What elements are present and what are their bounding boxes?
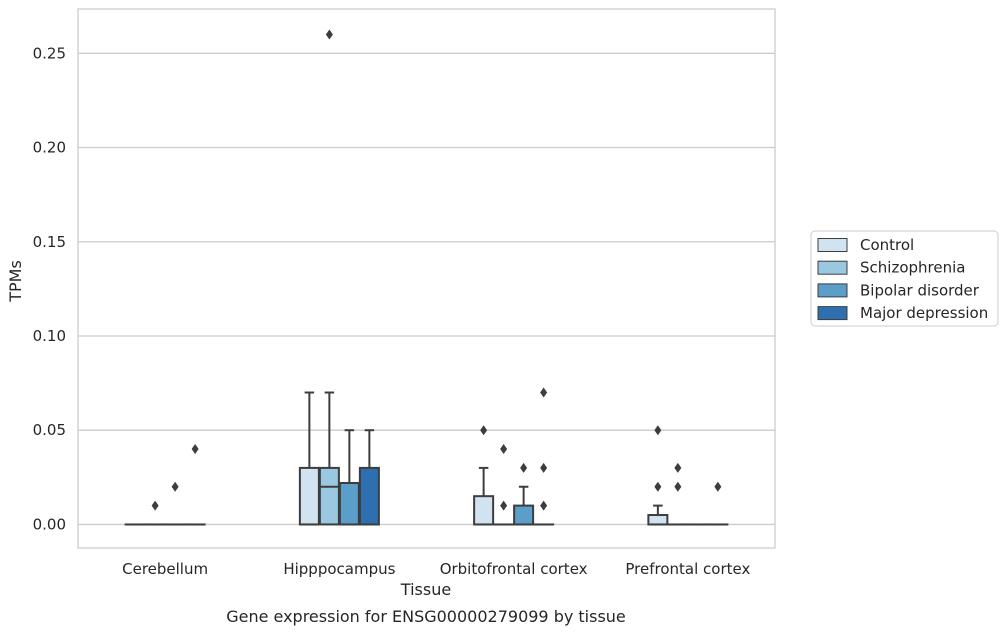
y-tick-label: 0.00: [33, 515, 66, 533]
grid-lines: [78, 52, 775, 526]
legend-swatch: [817, 260, 848, 275]
chart-caption: Gene expression for ENSG00000279099 by t…: [226, 607, 626, 626]
legend-swatch: [817, 283, 848, 298]
legend-label: Control: [860, 236, 914, 254]
y-tick-label: 0.20: [33, 139, 66, 157]
legend-label: Major depression: [860, 304, 988, 322]
outlier-point: [654, 481, 662, 492]
outlier-point: [480, 425, 488, 436]
y-tick-label: 0.10: [33, 327, 66, 345]
outlier-point: [191, 444, 199, 455]
outlier-point: [520, 462, 528, 473]
y-tick-label: 0.15: [33, 233, 66, 251]
legend-swatch: [817, 238, 848, 252]
outlier-point: [500, 500, 508, 511]
box: [298, 466, 320, 526]
plot-frame: [77, 8, 776, 549]
box-group: [667, 462, 689, 526]
x-axis-label: Tissue: [400, 580, 451, 599]
outlier-point: [325, 29, 333, 40]
box-group: [707, 481, 729, 526]
box-group: [513, 462, 535, 526]
box-group: [164, 481, 186, 526]
legend: Control Schizophrenia Bipolar disorder Majo…: [810, 230, 999, 327]
box-group: [338, 429, 360, 526]
legend-swatch: [817, 306, 848, 321]
plot-marks: [124, 29, 729, 526]
x-tick-label: Orbitofrontal cortex: [440, 560, 588, 578]
outlier-point: [674, 462, 682, 473]
outlier-point: [500, 444, 508, 455]
box-group: [184, 444, 206, 526]
x-tick-label: Cerebellum: [122, 560, 208, 578]
box-group: [358, 429, 380, 526]
box-group: [533, 387, 555, 526]
outlier-point: [674, 481, 682, 492]
box-group: [298, 391, 320, 526]
outlier-point: [151, 500, 159, 511]
outlier-point: [171, 481, 179, 492]
legend-label: Schizophrenia: [860, 259, 965, 277]
box-group: [144, 500, 166, 526]
outlier-point: [540, 500, 548, 511]
box: [338, 481, 360, 526]
y-tick-label: 0.25: [33, 44, 66, 62]
box: [358, 466, 380, 526]
x-tick-label: Prefrontal cortex: [625, 560, 750, 578]
tick-labels: 0.00 0.05 0.10 0.15 0.20 0.25 Cerebellum Hipppo…: [33, 44, 751, 578]
box-group: [493, 444, 515, 526]
box: [513, 504, 535, 526]
outlier-point: [654, 425, 662, 436]
outlier-point: [540, 462, 548, 473]
y-axis-label: TPMs: [6, 260, 25, 303]
box: [318, 466, 340, 526]
box-group: [318, 29, 340, 526]
x-tick-label: Hipppocampus: [283, 560, 395, 578]
legend-label: Bipolar disorder: [860, 281, 980, 299]
box-group: [473, 425, 495, 526]
outlier-point: [714, 481, 722, 492]
box-group: [647, 425, 669, 526]
y-tick-label: 0.05: [33, 421, 66, 439]
box: [473, 495, 495, 526]
legend-frame: [810, 230, 999, 327]
outlier-point: [540, 387, 548, 398]
box: [647, 514, 669, 526]
